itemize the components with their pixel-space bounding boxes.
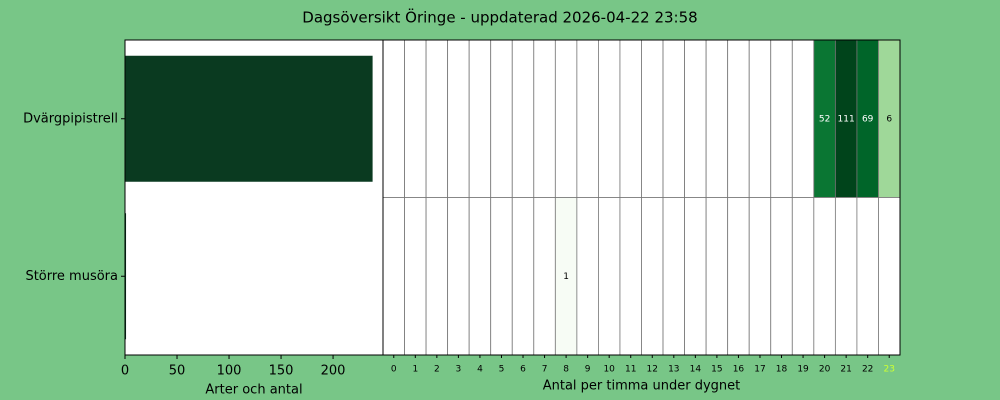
heatmap-cell <box>404 197 427 356</box>
cell-label: 69 <box>862 114 874 124</box>
cell-label: 6 <box>886 114 892 124</box>
heatmap-cell <box>468 197 492 356</box>
x-tick-label: 150 <box>269 364 294 379</box>
x-axis-label: Antal per timma under dygnet <box>543 379 741 394</box>
x-tick-label: 0 <box>391 365 397 375</box>
heatmap-cell <box>382 39 405 198</box>
heatmap-cell <box>684 197 707 356</box>
heatmap-cell <box>813 197 836 356</box>
x-tick-label: 13 <box>668 365 679 375</box>
x-tick-label: 1 <box>412 365 418 375</box>
heatmap-cell <box>878 197 901 356</box>
heatmap-cell <box>598 39 621 198</box>
x-tick-label: 3 <box>456 365 462 375</box>
heatmap-cell <box>791 197 815 356</box>
x-tick-label: 10 <box>603 365 615 375</box>
heatmap-cell <box>447 39 470 198</box>
cell-label: 1 <box>563 272 569 282</box>
heatmap-cell <box>425 39 449 198</box>
y-tick-label: Dvärgpipistrell <box>23 111 118 126</box>
heatmap-cell <box>404 39 427 198</box>
x-tick-label: 7 <box>542 365 548 375</box>
heatmap-cell <box>554 39 578 198</box>
x-tick-label: 19 <box>797 365 809 375</box>
frame <box>382 39 901 356</box>
heatmap-cell <box>705 39 729 198</box>
cell-label: 52 <box>819 114 830 124</box>
bar <box>125 213 127 340</box>
x-tick-label: 21 <box>840 365 851 375</box>
x-tick-label: 12 <box>647 365 658 375</box>
x-tick-label: 200 <box>321 364 346 379</box>
heatmap-cell <box>619 197 642 356</box>
heatmap-cell <box>641 39 664 198</box>
x-tick-label: 2 <box>434 365 440 375</box>
bar <box>125 55 373 182</box>
x-tick-label: 0 <box>121 364 129 379</box>
heatmap-cell <box>533 197 556 356</box>
heatmap-cell <box>511 39 535 198</box>
heatmap-cell <box>662 197 685 356</box>
heatmap-cell <box>641 197 664 356</box>
x-tick-label: 16 <box>733 365 745 375</box>
x-tick-label: 14 <box>690 365 702 375</box>
heatmap-cell <box>748 197 772 356</box>
heatmap-cell <box>490 39 513 198</box>
chart-title: Dagsöversikt Öringe - uppdaterad 2026-04… <box>302 8 697 27</box>
heatmap-cell <box>533 39 556 198</box>
heatmap-cell <box>791 39 815 198</box>
x-tick-label: 6 <box>520 365 526 375</box>
x-tick-label: 20 <box>819 365 831 375</box>
heatmap-cell <box>684 39 707 198</box>
heatmap-cell <box>468 39 492 198</box>
x-tick-label: 50 <box>169 364 186 379</box>
x-tick-label: 11 <box>625 365 636 375</box>
heatmap-cell <box>598 197 621 356</box>
x-tick-label: 22 <box>862 365 873 375</box>
heatmap-cell <box>490 197 513 356</box>
heatmap-cell <box>425 197 449 356</box>
heatmap-cell <box>511 197 535 356</box>
x-tick-label: 17 <box>754 365 765 375</box>
x-tick-label: 15 <box>711 365 722 375</box>
heatmap-cell <box>576 197 599 356</box>
x-tick-label: 9 <box>585 365 591 375</box>
heatmap-cell <box>447 197 470 356</box>
x-axis-label: Arter och antal <box>205 383 302 398</box>
x-tick-label: 100 <box>217 364 242 379</box>
heatmap-cell <box>727 39 750 198</box>
heatmap-cell <box>382 197 405 356</box>
heatmap-cell <box>619 39 642 198</box>
x-tick-label: 18 <box>776 365 788 375</box>
x-tick-label: 5 <box>499 365 505 375</box>
x-tick-label: 23 <box>884 365 895 375</box>
heatmap-cell <box>705 197 729 356</box>
heatmap-cell <box>856 197 879 356</box>
heatmap-cell <box>770 197 793 356</box>
heatmap-cell <box>834 197 858 356</box>
cell-label: 111 <box>838 114 855 124</box>
x-tick-label: 8 <box>563 365 569 375</box>
heatmap-cell <box>727 197 750 356</box>
heatmap-cell <box>662 39 685 198</box>
heatmap-cell <box>576 39 599 198</box>
x-tick-label: 4 <box>477 365 483 375</box>
y-tick-label: Större musöra <box>25 269 118 284</box>
heatmap-cell <box>770 39 793 198</box>
heatmap-cell <box>748 39 772 198</box>
